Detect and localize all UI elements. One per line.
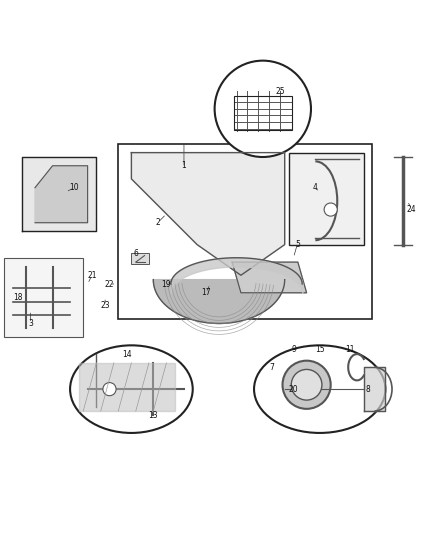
Text: 8: 8 [366,385,370,394]
Text: 5: 5 [295,240,300,249]
Text: 18: 18 [13,293,22,302]
Circle shape [324,203,337,216]
Text: 25: 25 [276,87,285,96]
Text: 1: 1 [182,161,186,170]
Ellipse shape [70,345,193,433]
Text: 22: 22 [105,279,114,288]
Circle shape [283,361,331,409]
Text: 7: 7 [269,363,274,372]
Text: 13: 13 [148,411,158,420]
Text: 6: 6 [133,249,138,258]
Text: 24: 24 [407,205,417,214]
FancyBboxPatch shape [131,253,149,264]
FancyBboxPatch shape [118,144,372,319]
Text: 21: 21 [87,271,97,280]
FancyBboxPatch shape [289,152,364,245]
Circle shape [103,383,116,395]
Circle shape [215,61,311,157]
Polygon shape [79,363,175,411]
Text: 15: 15 [315,345,325,354]
Polygon shape [131,152,285,275]
Text: 2: 2 [155,218,160,227]
Circle shape [291,369,322,400]
Text: 23: 23 [100,302,110,310]
Text: 3: 3 [28,319,33,328]
Polygon shape [22,157,96,231]
Polygon shape [364,367,385,411]
Polygon shape [35,166,88,223]
Ellipse shape [254,345,385,433]
Polygon shape [232,262,307,293]
Text: 9: 9 [291,345,296,354]
Text: 4: 4 [313,183,318,192]
Text: 11: 11 [346,345,355,354]
Text: 20: 20 [289,385,298,394]
FancyBboxPatch shape [4,258,83,336]
Polygon shape [153,280,285,324]
Text: 17: 17 [201,288,211,297]
Text: 10: 10 [70,183,79,192]
Text: 19: 19 [162,279,171,288]
Text: 14: 14 [122,350,132,359]
